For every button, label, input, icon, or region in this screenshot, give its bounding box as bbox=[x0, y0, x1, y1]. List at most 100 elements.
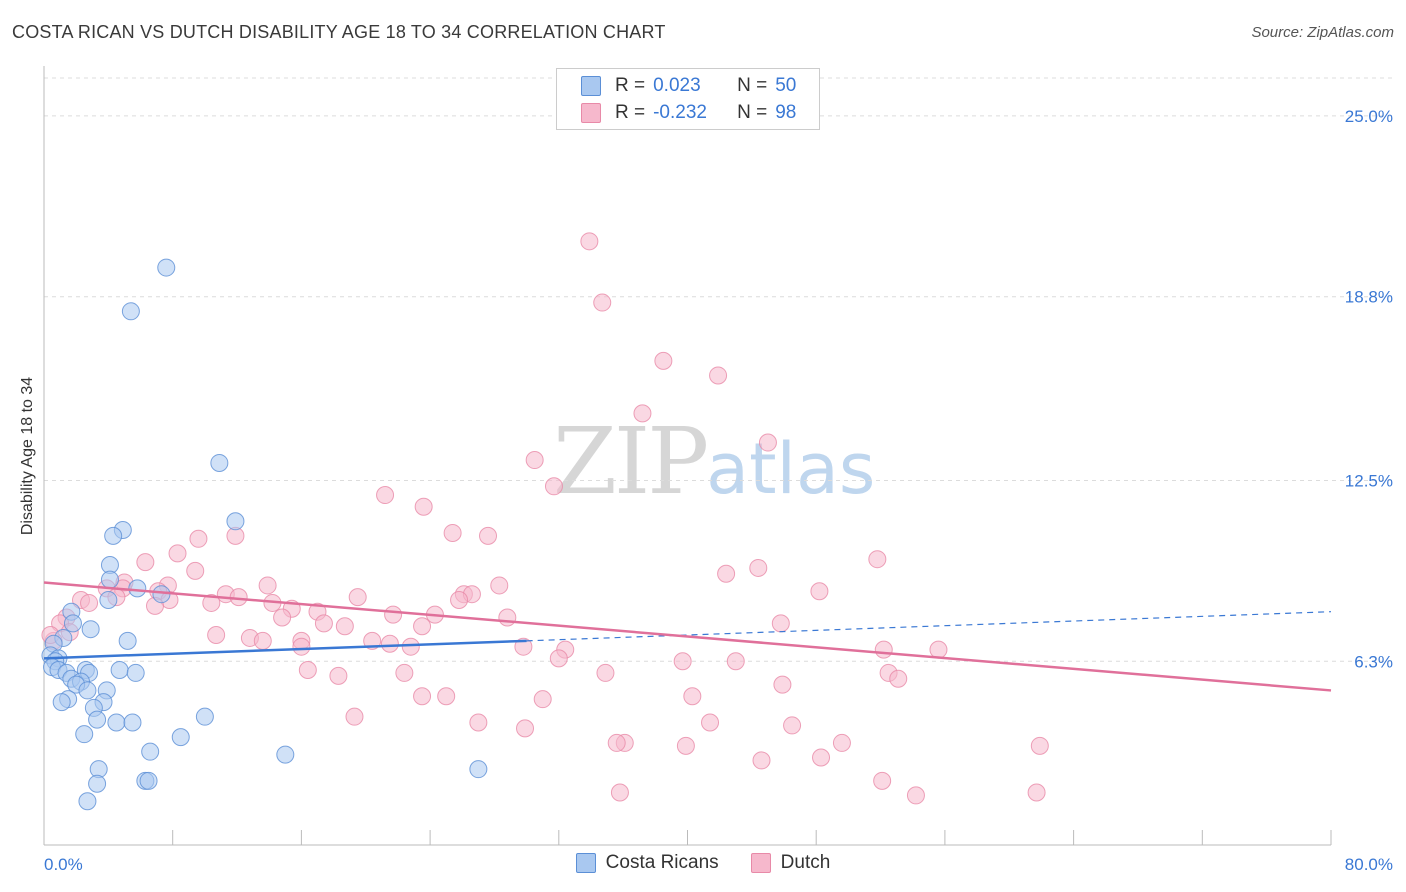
series-legend: Costa Ricans Dutch bbox=[0, 852, 1406, 874]
y-tick-label: 18.8% bbox=[1345, 288, 1393, 307]
dutch-point bbox=[329, 666, 348, 685]
legend-swatch-pink bbox=[581, 103, 601, 123]
costa-ricans-point bbox=[226, 512, 245, 531]
costa-ricans-point bbox=[88, 774, 107, 793]
dutch-point bbox=[832, 733, 851, 752]
dutch-point bbox=[479, 526, 498, 545]
y-tick-label: 6.3% bbox=[1354, 652, 1393, 671]
dutch-point bbox=[413, 687, 432, 706]
costa-ricans-point bbox=[63, 614, 82, 633]
costa-ricans-point bbox=[141, 742, 160, 761]
legend-r-label: R = bbox=[615, 102, 646, 123]
dutch-point bbox=[437, 687, 456, 706]
dutch-point bbox=[273, 608, 292, 627]
dutch-point bbox=[633, 404, 652, 423]
costa-ricans-trend-extension bbox=[526, 611, 1332, 642]
legend-label: Dutch bbox=[780, 852, 831, 873]
dutch-point bbox=[752, 751, 771, 770]
dutch-point bbox=[673, 652, 692, 671]
costa-ricans-point bbox=[123, 713, 142, 732]
watermark-atlas: atlas bbox=[706, 428, 876, 510]
costa-ricans-point bbox=[75, 725, 94, 744]
dutch-point bbox=[810, 582, 829, 601]
legend-n-value: 98 bbox=[775, 102, 797, 123]
dutch-point bbox=[490, 576, 509, 595]
chart-title: COSTA RICAN VS DUTCH DISABILITY AGE 18 T… bbox=[12, 22, 666, 42]
costa-ricans-point bbox=[139, 771, 158, 790]
watermark-zip: ZIP bbox=[553, 408, 709, 515]
costa-ricans-point bbox=[110, 661, 129, 680]
dutch-point bbox=[413, 617, 432, 636]
dutch-point bbox=[874, 640, 893, 659]
dutch-point bbox=[580, 232, 599, 251]
dutch-point bbox=[683, 687, 702, 706]
legend-n-label: N = bbox=[737, 75, 768, 96]
dutch-point bbox=[186, 561, 205, 580]
costa-ricans-point bbox=[81, 620, 100, 639]
dutch-point bbox=[676, 736, 695, 755]
dutch-point bbox=[443, 523, 462, 542]
dutch-point bbox=[414, 497, 433, 516]
dutch-point bbox=[258, 576, 277, 595]
dutch-point bbox=[773, 675, 792, 694]
costa-ricans-point bbox=[210, 453, 229, 472]
dutch-point bbox=[749, 558, 768, 577]
source-label: Source: ZipAtlas.com bbox=[1251, 24, 1394, 41]
legend-swatch-blue bbox=[575, 853, 596, 873]
dutch-point bbox=[384, 605, 403, 624]
x-tick-label: 80.0% bbox=[1345, 855, 1393, 874]
legend-r-label: R = bbox=[615, 75, 646, 96]
legend-item-costa-ricans[interactable]: Costa Ricans bbox=[575, 852, 719, 874]
dutch-point bbox=[207, 626, 226, 645]
costa-ricans-trend-line bbox=[43, 639, 527, 660]
legend-label: Costa Ricans bbox=[605, 852, 719, 873]
dutch-point bbox=[610, 783, 629, 802]
dutch-point bbox=[395, 663, 414, 682]
dutch-point bbox=[593, 293, 612, 312]
dutch-point bbox=[889, 669, 908, 688]
costa-ricans-point bbox=[128, 579, 147, 598]
dutch-point bbox=[596, 663, 615, 682]
dutch-point bbox=[771, 614, 790, 633]
y-tick-label: 12.5% bbox=[1345, 471, 1393, 490]
costa-ricans-point bbox=[78, 792, 97, 811]
y-tick-label: 25.0% bbox=[1345, 107, 1393, 126]
legend-r-value: 0.023 bbox=[653, 75, 701, 96]
dutch-point bbox=[906, 786, 925, 805]
costa-ricans-point bbox=[276, 745, 295, 764]
dutch-point bbox=[758, 433, 777, 452]
dutch-point bbox=[298, 661, 317, 680]
dutch-point bbox=[168, 544, 187, 563]
costa-ricans-point bbox=[469, 760, 488, 779]
dutch-point bbox=[469, 713, 488, 732]
costa-ricans-point bbox=[118, 631, 137, 650]
dutch-point bbox=[525, 451, 544, 470]
costa-ricans-point bbox=[157, 258, 176, 277]
dutch-point bbox=[873, 771, 892, 790]
dutch-point bbox=[292, 637, 311, 656]
dutch-point bbox=[253, 631, 272, 650]
dutch-point bbox=[189, 529, 208, 548]
x-tick-label: 0.0% bbox=[44, 855, 83, 874]
dutch-point bbox=[498, 608, 517, 627]
legend-item-dutch[interactable]: Dutch bbox=[750, 852, 831, 874]
dutch-point bbox=[380, 634, 399, 653]
legend-row-costa-ricans: R = 0.023 N = 50 bbox=[581, 74, 796, 98]
dutch-point bbox=[1030, 736, 1049, 755]
costa-ricans-point bbox=[152, 585, 171, 604]
dutch-point bbox=[726, 652, 745, 671]
costa-ricans-point bbox=[88, 710, 107, 729]
dutch-point bbox=[607, 733, 626, 752]
dutch-point bbox=[335, 617, 354, 636]
costa-ricans-point bbox=[78, 681, 97, 700]
dutch-point bbox=[812, 748, 831, 767]
costa-ricans-point bbox=[104, 526, 123, 545]
dutch-point bbox=[202, 593, 221, 612]
dutch-point bbox=[929, 640, 948, 659]
dutch-point bbox=[514, 637, 533, 656]
dutch-point bbox=[401, 637, 420, 656]
dutch-trend-line bbox=[43, 581, 1332, 692]
dutch-point bbox=[314, 614, 333, 633]
legend-swatch-pink bbox=[750, 853, 771, 873]
